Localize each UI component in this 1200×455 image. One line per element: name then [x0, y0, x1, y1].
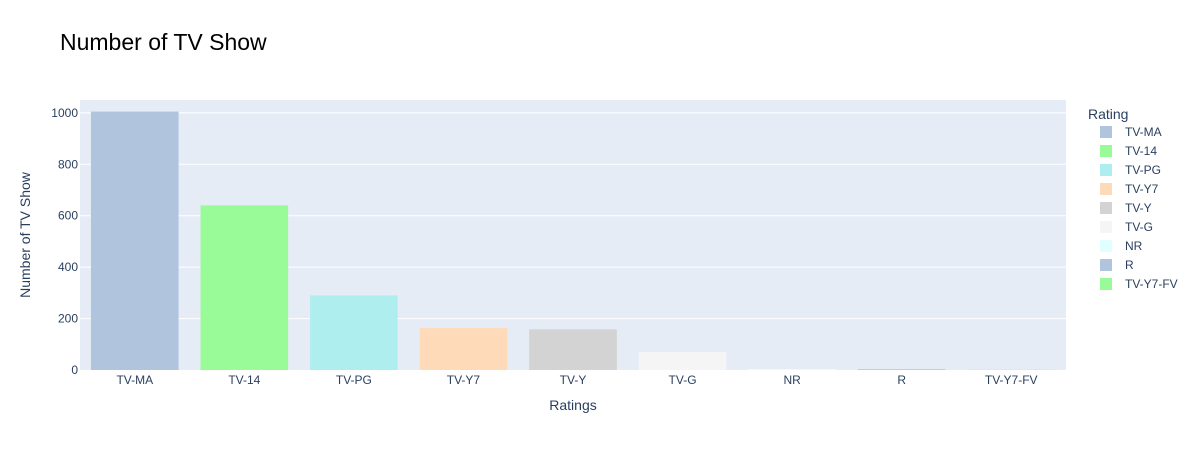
legend-label: TV-PG — [1125, 163, 1161, 177]
legend-label: TV-Y7 — [1125, 182, 1159, 196]
legend-item-tv-y7-fv[interactable]: TV-Y7-FV — [1100, 277, 1178, 291]
y-tick-label: 1000 — [51, 106, 78, 120]
bar-tv-y[interactable] — [529, 329, 617, 370]
legend-swatch — [1100, 202, 1112, 214]
legend-label: TV-Y7-FV — [1125, 277, 1178, 291]
chart-title: Number of TV Show — [60, 29, 267, 55]
x-axis-title: Ratings — [549, 397, 596, 413]
legend-item-tv-g[interactable]: TV-G — [1100, 220, 1153, 234]
x-tick-label: R — [897, 373, 906, 387]
x-tick-label: TV-Y7 — [447, 373, 481, 387]
x-tick-label: TV-MA — [116, 373, 153, 387]
bar-tv-ma[interactable] — [91, 112, 179, 370]
x-tick-label: TV-Y — [560, 373, 587, 387]
bar-tv-y7[interactable] — [420, 328, 508, 370]
bar-tv-g[interactable] — [639, 352, 727, 370]
y-tick-label: 0 — [71, 363, 78, 377]
legend-swatch — [1100, 126, 1112, 138]
legend-label: NR — [1125, 239, 1143, 253]
y-tick-label: 800 — [58, 157, 78, 171]
y-tick-label: 200 — [58, 312, 78, 326]
legend-item-tv-14[interactable]: TV-14 — [1100, 144, 1157, 158]
x-tick-label: TV-Y7-FV — [985, 373, 1038, 387]
y-axis-title: Number of TV Show — [17, 171, 33, 298]
bar-r[interactable] — [858, 369, 946, 370]
legend-swatch — [1100, 278, 1112, 290]
bar-tv-14[interactable] — [201, 205, 289, 370]
legend-swatch — [1100, 183, 1112, 195]
x-tick-label: TV-14 — [228, 373, 260, 387]
legend-swatch — [1100, 221, 1112, 233]
legend-swatch — [1100, 240, 1112, 252]
x-tick-label: TV-G — [669, 373, 697, 387]
legend-label: TV-G — [1125, 220, 1153, 234]
legend-label: R — [1125, 258, 1134, 272]
legend-label: TV-Y — [1125, 201, 1152, 215]
y-tick-label: 600 — [58, 209, 78, 223]
legend-item-tv-pg[interactable]: TV-PG — [1100, 163, 1161, 177]
x-tick-label: TV-PG — [336, 373, 372, 387]
legend-title: Rating — [1088, 106, 1128, 122]
legend-swatch — [1100, 145, 1112, 157]
legend-item-tv-y[interactable]: TV-Y — [1100, 201, 1152, 215]
x-axis-ticks: TV-MA TV-14 TV-PG TV-Y7 TV-Y TV-G NR R TV-Y7-FV — [116, 373, 1037, 387]
legend-label: TV-MA — [1125, 125, 1162, 139]
y-tick-label: 400 — [58, 260, 78, 274]
legend-label: TV-14 — [1125, 144, 1157, 158]
bar-nr[interactable] — [748, 369, 836, 370]
legend-item-tv-ma[interactable]: TV-MA — [1100, 125, 1162, 139]
bar-tv-pg[interactable] — [310, 295, 398, 370]
legend-swatch — [1100, 164, 1112, 176]
x-tick-label: NR — [783, 373, 801, 387]
legend-swatch — [1100, 259, 1112, 271]
legend-item-tv-y7[interactable]: TV-Y7 — [1100, 182, 1159, 196]
